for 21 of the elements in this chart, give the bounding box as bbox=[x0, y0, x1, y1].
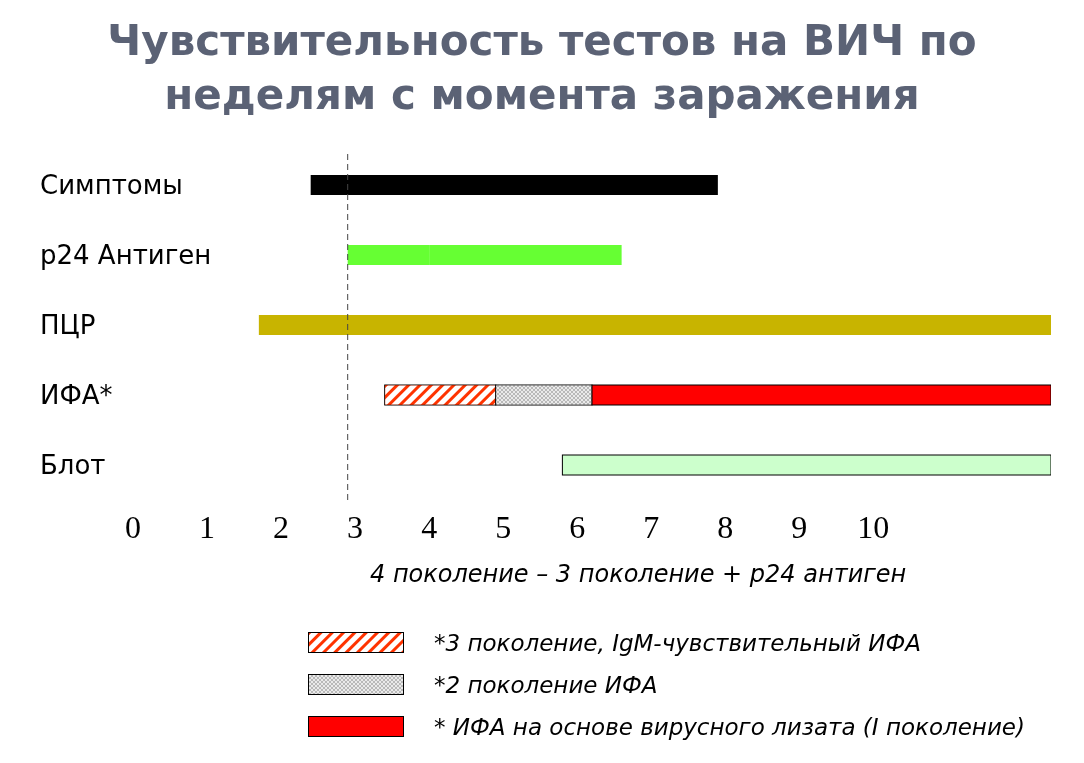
x-tick-label: 6 bbox=[569, 509, 586, 545]
text: 4 поколение – 3 поколение + p24 антиген bbox=[370, 560, 908, 588]
y-tick-label: Блот bbox=[40, 450, 106, 480]
x-tick-label: 5 bbox=[495, 509, 512, 545]
y-tick-label: p24 Антиген bbox=[40, 240, 212, 270]
x-tick-label: 3 bbox=[347, 509, 364, 545]
x-tick-label: 8 bbox=[717, 509, 734, 545]
x-tick-label: 10 bbox=[857, 509, 890, 545]
x-tick-label: 1 bbox=[199, 509, 216, 545]
x-tick-label: 4 bbox=[421, 509, 438, 545]
legend-label: * ИФА на основе вирусного лизата (I поколение) bbox=[434, 714, 1025, 740]
legend-label: *2 поколение ИФА bbox=[434, 672, 658, 698]
x-tick-label: 7 bbox=[643, 509, 660, 545]
legend-label: *3 поколение, IgM-чувствительный ИФА bbox=[434, 630, 921, 656]
x-tick-label: 0 bbox=[125, 509, 141, 545]
y-tick-label: ИФА* bbox=[40, 380, 113, 410]
y-tick-label: ПЦР bbox=[40, 310, 96, 340]
y-tick-label: Симптомы bbox=[40, 170, 183, 200]
x-tick-label: 2 bbox=[273, 509, 290, 545]
chart-title: Чувствительность тестов на ВИЧ по неделям с момента заражения bbox=[106, 15, 978, 121]
x-tick-label: 9 bbox=[791, 509, 808, 545]
